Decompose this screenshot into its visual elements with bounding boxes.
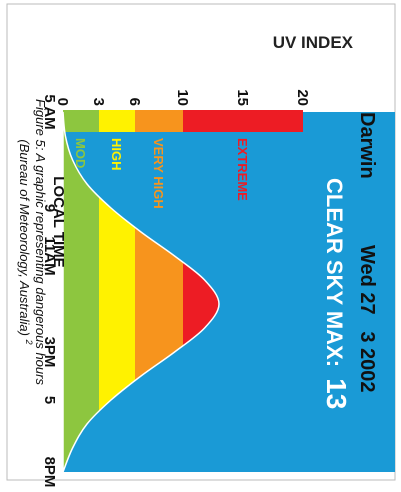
y-tick-label: 10	[174, 89, 191, 106]
band-strip-very-high	[135, 110, 183, 132]
x-tick-label: 11AM	[41, 236, 58, 275]
x-tick-label: 5 AM	[41, 94, 58, 129]
figure-caption-source: (Bureau of Meteorology, Australia) 2	[17, 139, 34, 344]
band-strip-high	[99, 110, 135, 132]
x-tick-label: 3PM	[41, 337, 58, 368]
band-area-mod	[63, 112, 99, 472]
band-label-very-high: VERY HIGH	[151, 138, 166, 209]
location-label: Darwin	[356, 112, 378, 179]
y-tick-label: 15	[234, 89, 251, 106]
x-tick-label: 9	[41, 204, 58, 212]
band-label-high: HIGH	[109, 138, 124, 171]
caption-line-2: (Bureau of Meteorology, Australia)	[17, 139, 32, 336]
y-tick-label: 6	[126, 98, 143, 106]
band-label-mod: MOD	[73, 138, 88, 168]
y-tick-label: 20	[294, 89, 311, 106]
uv-curve	[62, 111, 220, 473]
band-strip-mod	[63, 110, 99, 132]
x-axis-title: LOCAL TIME	[50, 176, 67, 267]
caption-line-1: Figure 5: A graphic representing dangero…	[33, 99, 48, 385]
band-label-extreme: EXTREME	[235, 138, 250, 201]
plot-background	[63, 112, 395, 472]
clear-sky-label: CLEAR SKY MAX: 13	[321, 178, 352, 409]
x-tick-label: 8PM	[41, 457, 58, 487]
band-strip-extreme	[183, 110, 303, 132]
y-axis-title: UV INDEX	[273, 33, 354, 52]
figure-caption: Figure 5: A graphic representing dangero…	[33, 99, 48, 385]
clear-sky-text: CLEAR SKY MAX:	[322, 178, 347, 367]
y-tick-label: 0	[54, 98, 71, 106]
date-label: Wed 27 3 2002	[356, 245, 378, 393]
x-tick-label: 5	[41, 396, 58, 404]
y-tick-label: 3	[90, 98, 107, 106]
clear-sky-value: 13	[321, 378, 352, 409]
caption-superscript: 2	[24, 339, 34, 345]
